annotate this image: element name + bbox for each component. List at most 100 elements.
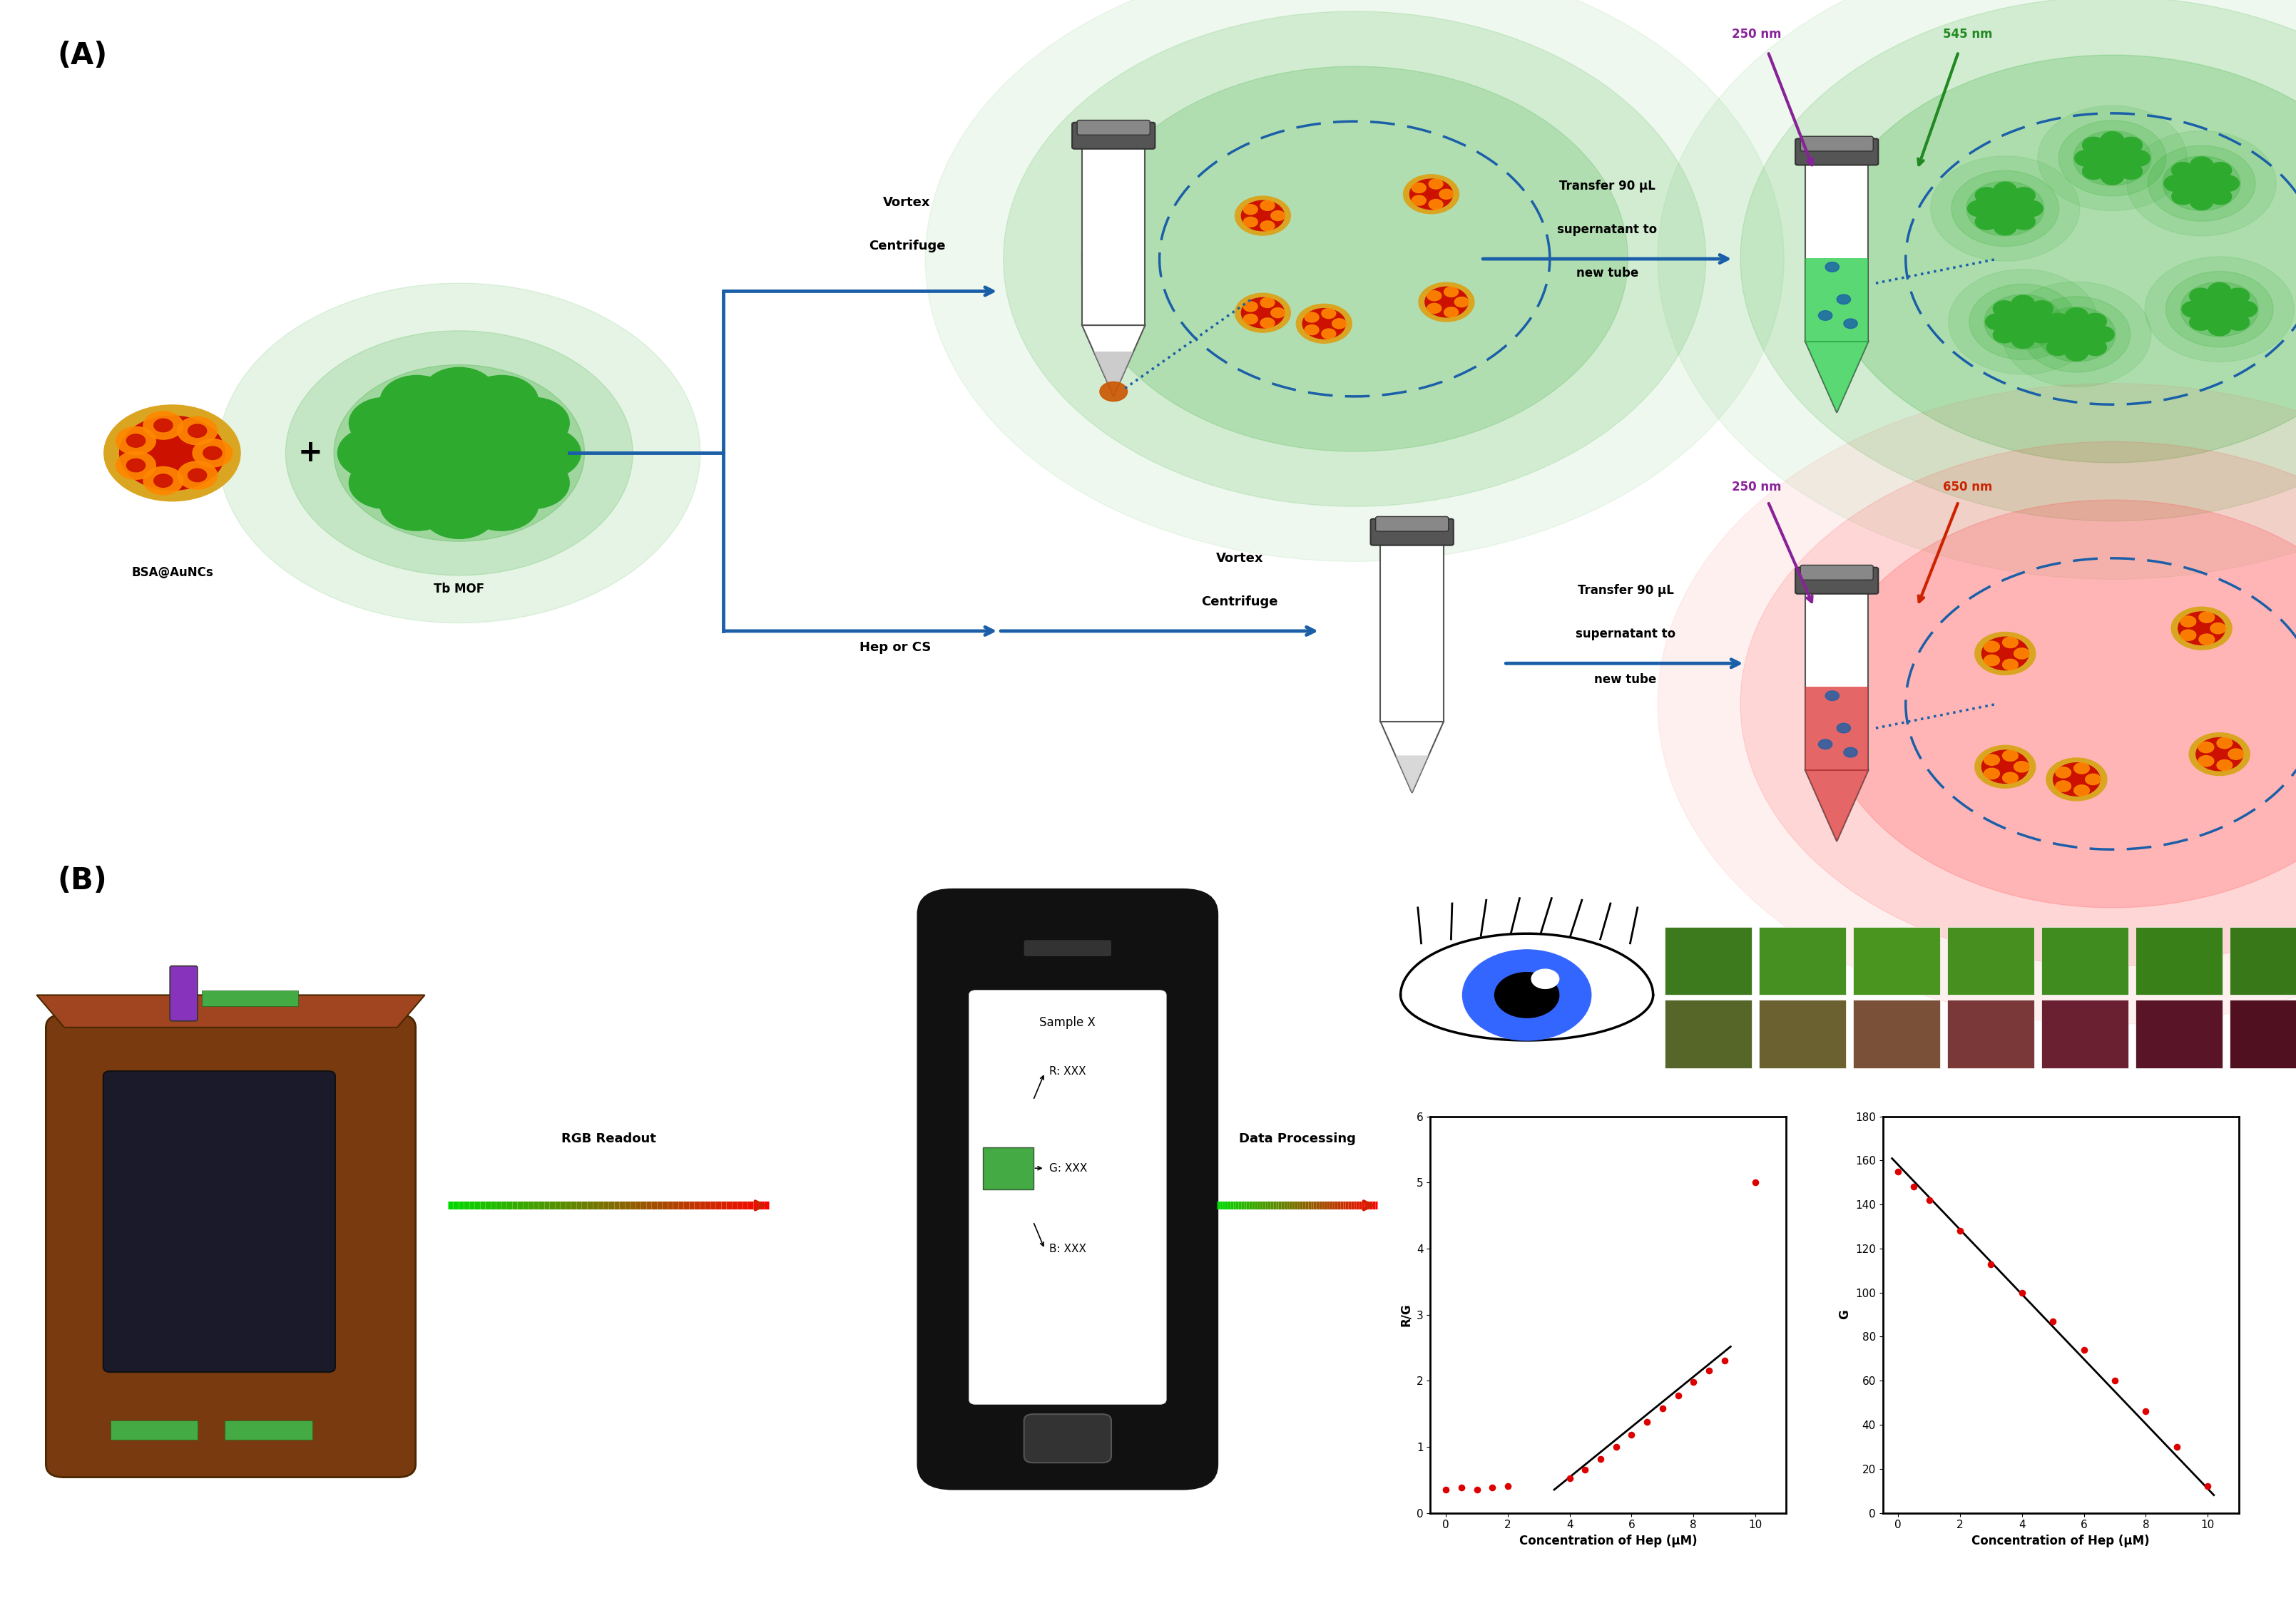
- FancyBboxPatch shape: [1375, 516, 1449, 531]
- Text: G: XXX: G: XXX: [1049, 1163, 1088, 1173]
- Circle shape: [2101, 168, 2124, 184]
- Circle shape: [2181, 301, 2204, 317]
- X-axis label: Concentration of Hep (μM): Concentration of Hep (μM): [1520, 1534, 1697, 1547]
- Point: [1490, 1474, 1527, 1500]
- Circle shape: [2181, 616, 2195, 626]
- Circle shape: [1302, 309, 1345, 338]
- Circle shape: [1658, 383, 2296, 1024]
- Text: new tube: new tube: [1575, 267, 1639, 280]
- Point: [1614, 1422, 1651, 1448]
- Circle shape: [2195, 738, 2243, 770]
- Circle shape: [349, 398, 422, 448]
- Circle shape: [1235, 196, 1290, 235]
- Circle shape: [2055, 767, 2071, 778]
- Point: [1458, 1477, 1495, 1503]
- Circle shape: [2039, 327, 2062, 343]
- Circle shape: [507, 427, 581, 479]
- Circle shape: [1412, 183, 1426, 193]
- Circle shape: [1428, 303, 1442, 314]
- Circle shape: [1837, 723, 1851, 733]
- Circle shape: [1949, 269, 2099, 374]
- Polygon shape: [1380, 722, 1444, 793]
- Circle shape: [2066, 345, 2087, 361]
- Text: Centrifuge: Centrifuge: [1201, 595, 1279, 608]
- Circle shape: [1984, 655, 2000, 665]
- Circle shape: [496, 398, 569, 448]
- Circle shape: [154, 419, 172, 432]
- X-axis label: Concentration of Hep (μM): Concentration of Hep (μM): [1972, 1534, 2149, 1547]
- Circle shape: [2119, 163, 2142, 180]
- Circle shape: [2002, 751, 2018, 760]
- Circle shape: [2011, 296, 2034, 311]
- Circle shape: [397, 409, 521, 497]
- Point: [1442, 1474, 1479, 1500]
- Text: supernatant to: supernatant to: [1575, 628, 1676, 641]
- Text: 545 nm: 545 nm: [1942, 28, 1993, 40]
- Circle shape: [2190, 194, 2213, 210]
- Point: [1660, 1382, 1697, 1408]
- Circle shape: [1825, 691, 1839, 701]
- Circle shape: [2060, 120, 2165, 196]
- FancyBboxPatch shape: [46, 1014, 416, 1477]
- Circle shape: [117, 427, 156, 455]
- Circle shape: [2002, 637, 2018, 647]
- Circle shape: [2172, 607, 2232, 650]
- Circle shape: [2085, 314, 2105, 330]
- Circle shape: [2200, 612, 2213, 623]
- Circle shape: [1412, 196, 1426, 205]
- Circle shape: [1993, 327, 2016, 343]
- Circle shape: [1993, 183, 2016, 197]
- Circle shape: [1823, 500, 2296, 908]
- Bar: [2229, 1000, 2296, 1068]
- Polygon shape: [37, 995, 425, 1027]
- Circle shape: [2020, 201, 2043, 217]
- FancyBboxPatch shape: [1805, 688, 1869, 770]
- Text: Vortex: Vortex: [1217, 552, 1263, 565]
- Circle shape: [1444, 307, 1458, 317]
- Circle shape: [2055, 781, 2071, 791]
- Circle shape: [2179, 612, 2225, 646]
- Circle shape: [2073, 785, 2089, 796]
- Circle shape: [2085, 773, 2101, 785]
- Circle shape: [1986, 194, 2025, 222]
- Text: Centrifuge: Centrifuge: [868, 239, 946, 252]
- Polygon shape: [1805, 341, 1869, 413]
- Circle shape: [1261, 201, 1274, 210]
- Circle shape: [2197, 743, 2213, 752]
- Circle shape: [1403, 175, 1458, 214]
- Circle shape: [2046, 340, 2069, 356]
- Point: [1880, 1158, 1917, 1184]
- Circle shape: [103, 404, 241, 502]
- Circle shape: [161, 445, 184, 461]
- Circle shape: [2085, 340, 2105, 356]
- Circle shape: [2023, 296, 2131, 372]
- Circle shape: [1968, 201, 1991, 217]
- Circle shape: [1244, 301, 1258, 312]
- Bar: [1665, 927, 1752, 995]
- Circle shape: [2181, 170, 2220, 197]
- Text: (A): (A): [57, 40, 108, 71]
- Text: R: XXX: R: XXX: [1049, 1066, 1086, 1076]
- Circle shape: [154, 474, 172, 487]
- Circle shape: [285, 330, 634, 576]
- Circle shape: [2163, 155, 2241, 210]
- Circle shape: [1975, 633, 2037, 675]
- Circle shape: [2200, 296, 2239, 324]
- Point: [2034, 1309, 2071, 1335]
- Polygon shape: [1805, 341, 1869, 413]
- Text: (B): (B): [57, 866, 108, 896]
- Circle shape: [1261, 319, 1274, 328]
- Circle shape: [1440, 189, 1453, 199]
- Circle shape: [2209, 320, 2232, 335]
- Circle shape: [2046, 757, 2108, 801]
- Circle shape: [2014, 762, 2030, 772]
- Circle shape: [1003, 11, 1706, 506]
- Circle shape: [1235, 293, 1290, 332]
- Point: [1676, 1369, 1713, 1395]
- Text: Transfer 90 μL: Transfer 90 μL: [1559, 180, 1655, 193]
- FancyBboxPatch shape: [103, 1071, 335, 1372]
- Circle shape: [2227, 314, 2250, 330]
- Circle shape: [1986, 314, 2009, 330]
- Text: 250 nm: 250 nm: [1731, 28, 1782, 40]
- Circle shape: [1975, 188, 1998, 204]
